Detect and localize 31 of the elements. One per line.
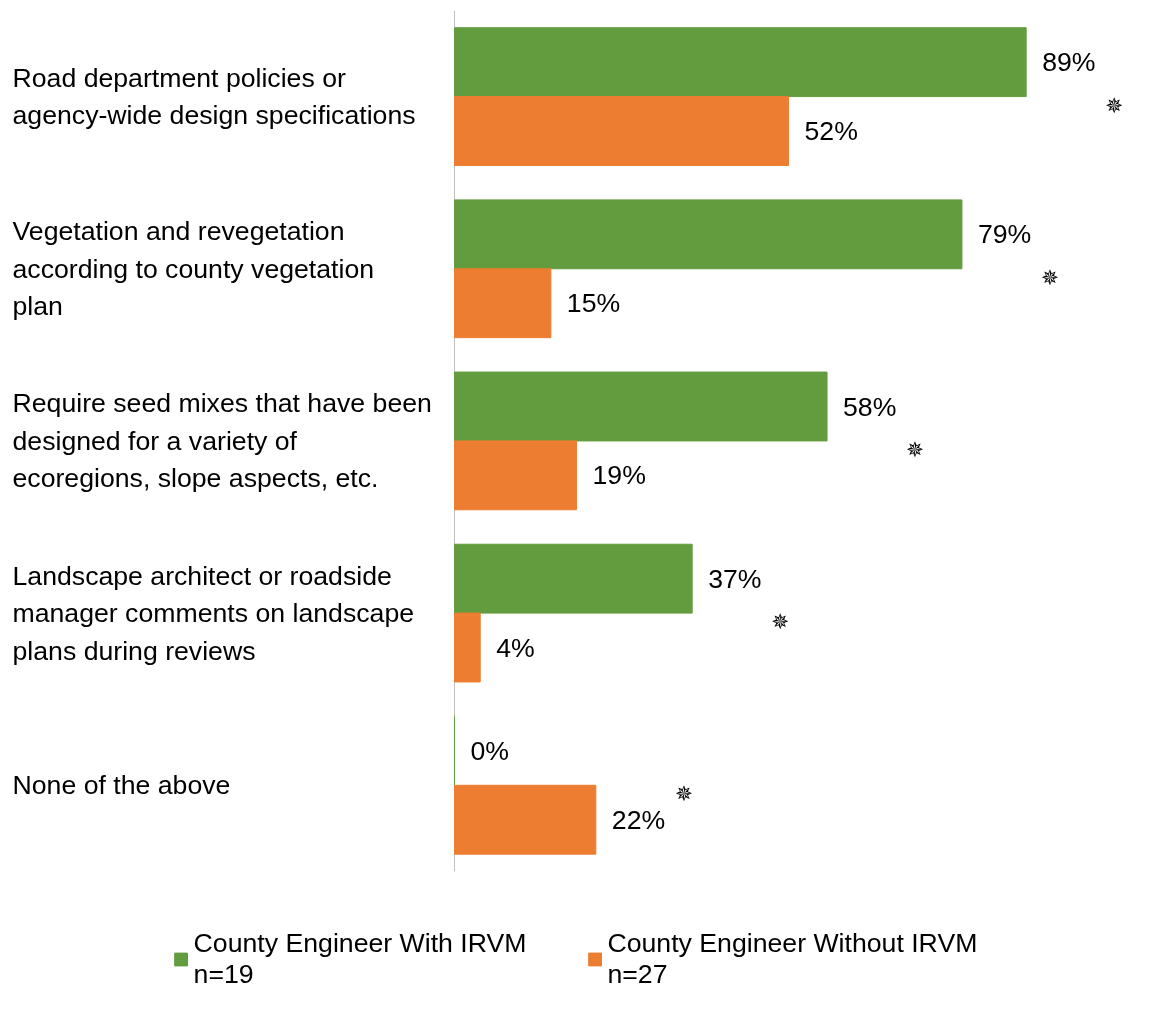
bar [454, 96, 790, 166]
annotation: ✵ [674, 781, 693, 807]
data-label: 22% [611, 804, 666, 835]
bar [454, 784, 597, 855]
y-tick-label: Vegetation and revegetation according to county vegetation plan [12, 216, 375, 322]
annotation: ✵ [906, 437, 924, 463]
data-label: 52% [804, 116, 858, 147]
data-label: 89% [1042, 47, 1096, 78]
text: ✵ [1105, 92, 1124, 118]
bar [454, 612, 481, 683]
text: ✵ [1041, 264, 1059, 290]
y-tick-label: Require seed mixes that have been designed for a variety of ecoregions, slope aspects, etc. [12, 388, 432, 494]
bar [454, 199, 963, 270]
data-label: 58% [843, 391, 897, 422]
y-tick-label: Road department policies or agency-wide design specifications [12, 62, 416, 131]
data-label: 0% [470, 735, 510, 766]
y-tick-label: Landscape architect or roadside manager comments on landscape plans during reviews [12, 560, 415, 666]
y-tick-label: None of the above [12, 770, 231, 801]
bar [454, 27, 1027, 98]
bar [454, 268, 552, 339]
data-label: 79% [977, 219, 1032, 250]
data-label: 4% [496, 632, 535, 663]
data-label: 19% [592, 460, 646, 491]
legend-label: County Engineer With IRVM n=19 [193, 928, 527, 990]
bar [454, 440, 578, 511]
data-label: 37% [708, 563, 762, 594]
bar [454, 543, 693, 614]
bar [454, 371, 828, 442]
legend-label: County Engineer Without IRVM n=27 [607, 928, 978, 990]
annotation: ✵ [771, 609, 790, 635]
data-label: 15% [566, 288, 621, 319]
